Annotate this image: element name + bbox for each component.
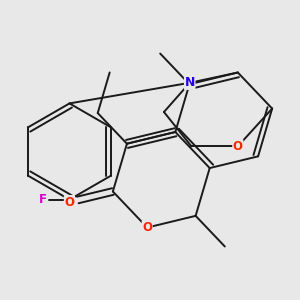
Text: F: F: [39, 193, 47, 206]
Text: N: N: [184, 76, 195, 89]
Text: O: O: [142, 221, 152, 234]
Text: O: O: [233, 140, 243, 153]
Text: O: O: [64, 196, 74, 208]
